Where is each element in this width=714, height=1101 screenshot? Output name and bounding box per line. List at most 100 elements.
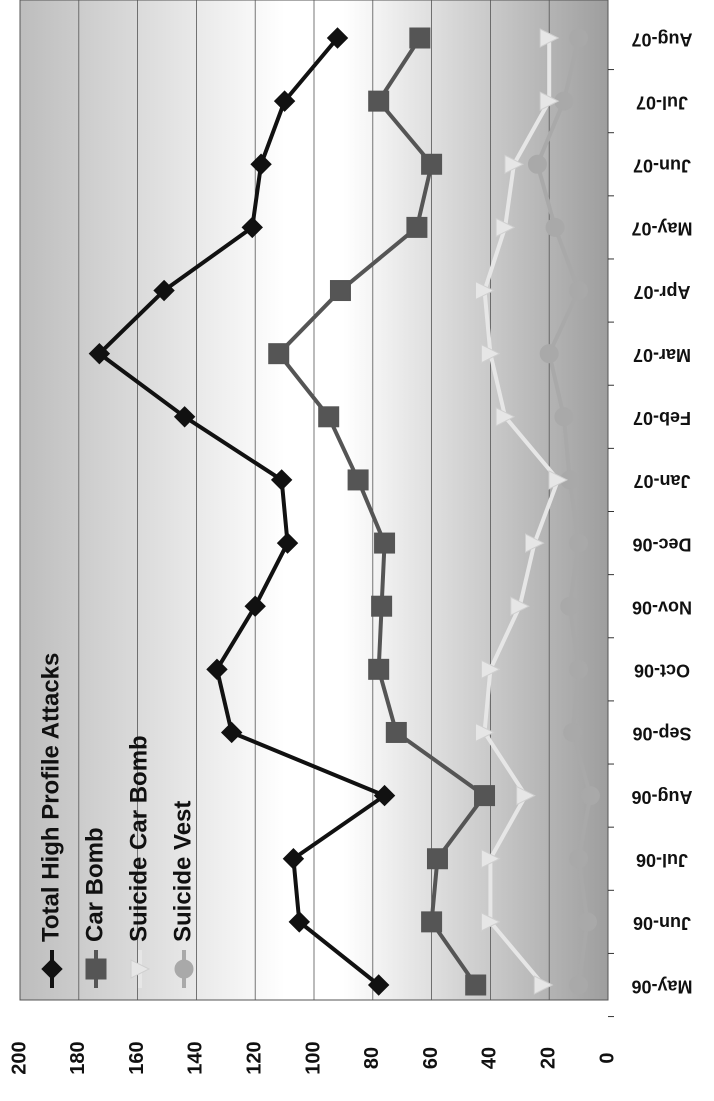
data-point-square [421, 153, 443, 175]
x-tick-label: Oct-06 [634, 661, 690, 681]
data-point-circle [174, 959, 194, 979]
data-point-square [318, 406, 340, 428]
x-tick-label: Jul-06 [636, 850, 688, 870]
legend: Total High Profile Attacks Car Bomb Suicid… [37, 653, 196, 988]
x-tick-label: Jun-07 [633, 156, 691, 176]
x-tick-label: Feb-07 [633, 408, 691, 428]
legend-label: Total High Profile Attacks [37, 653, 64, 942]
data-point-diamond [173, 406, 196, 428]
data-point-triangle [516, 785, 536, 806]
series-line [97, 36, 387, 987]
data-point-diamond [250, 153, 272, 175]
x-tick-label: May-06 [631, 976, 692, 996]
data-point-triangle [480, 659, 501, 680]
data-point-square [406, 216, 428, 238]
x-tick-label: Jul-07 [636, 92, 688, 112]
data-point-square [474, 785, 496, 807]
data-point-square [368, 658, 390, 680]
series-line [482, 38, 561, 987]
data-point-triangle [495, 406, 516, 427]
data-point-triangle [539, 91, 560, 111]
data-point-circle [569, 659, 589, 679]
data-point-circle [563, 722, 583, 742]
data-point-triangle [548, 470, 569, 490]
data-point-square [268, 343, 290, 365]
data-point-diamond [244, 595, 266, 617]
series-square [268, 27, 496, 996]
data-point-square [329, 280, 351, 302]
data-point-diamond [273, 90, 296, 112]
data-point-circle [545, 217, 565, 237]
x-tick-label: Apr-07 [633, 282, 690, 302]
legend-label: Car Bomb [81, 827, 108, 942]
x-tick-label: Aug-06 [631, 787, 692, 807]
y-tick-label: 100 [302, 1041, 324, 1074]
data-point-square [374, 532, 396, 554]
y-tick-label: 0 [596, 1052, 618, 1063]
data-point-triangle [475, 722, 495, 743]
y-tick-label: 80 [361, 1047, 383, 1069]
legend-item: Car Bomb [81, 827, 108, 988]
data-point-triangle [480, 848, 501, 869]
x-tick-label: Dec-06 [632, 534, 691, 554]
data-point-triangle [495, 217, 516, 238]
data-point-square [385, 721, 407, 743]
data-point-diamond [288, 911, 311, 933]
x-tick-label: Nov-06 [632, 597, 692, 617]
y-tick-label: 60 [420, 1047, 442, 1069]
data-point-square [368, 90, 390, 112]
data-point-circle [560, 596, 580, 616]
data-point-diamond [270, 469, 293, 491]
data-point-triangle [504, 154, 525, 175]
data-point-square [465, 974, 487, 996]
data-point-diamond [220, 721, 243, 744]
data-point-circle [554, 407, 574, 427]
x-tick-label: Jan-07 [633, 471, 690, 491]
data-point-circle [569, 28, 589, 48]
data-point-circle [580, 786, 600, 806]
y-tick-label: 200 [8, 1041, 30, 1074]
x-tick-label: Sep-06 [632, 724, 691, 744]
data-point-diamond [206, 658, 228, 681]
data-point-circle [539, 344, 559, 364]
data-point-triangle [480, 912, 501, 932]
data-point-diamond [241, 216, 263, 239]
legend-label: Suicide Car Bomb [125, 735, 152, 942]
x-tick-label: Aug-07 [631, 29, 692, 49]
data-point-square [347, 469, 369, 491]
legend-label: Suicide Vest [169, 801, 196, 942]
data-point-triangle [475, 280, 495, 301]
series-diamond [88, 27, 396, 996]
data-point-diamond [153, 279, 175, 302]
data-point-diamond [326, 27, 349, 49]
data-point-triangle [539, 28, 560, 48]
data-point-diamond [367, 974, 390, 996]
legend-item: Total High Profile Attacks [37, 653, 64, 988]
y-tick-label: 140 [185, 1041, 207, 1074]
data-point-square [426, 848, 448, 870]
data-point-circle [569, 975, 589, 995]
data-point-diamond [282, 848, 305, 870]
legend-item: Suicide Car Bomb [125, 735, 152, 988]
series-line [276, 36, 487, 987]
data-point-triangle [130, 959, 151, 979]
data-point-diamond [88, 342, 111, 365]
data-point-circle [577, 912, 597, 932]
y-tick-label: 120 [243, 1041, 265, 1074]
x-tick-label: Mar-07 [633, 345, 691, 365]
data-point-triangle [510, 596, 530, 617]
y-tick-label: 180 [67, 1041, 89, 1074]
y-axis: 0 20 40 60 80 100 120 140 160 180 200 [8, 1041, 618, 1074]
y-tick-label: 40 [479, 1047, 501, 1069]
data-point-square [409, 27, 431, 49]
data-point-circle [527, 154, 547, 174]
data-point-circle [569, 281, 589, 301]
data-point-circle [569, 533, 589, 553]
series-triangle [475, 28, 569, 995]
data-point-square [421, 911, 443, 933]
series-circle [527, 28, 600, 995]
series-line [535, 37, 593, 986]
data-point-circle [569, 849, 589, 869]
